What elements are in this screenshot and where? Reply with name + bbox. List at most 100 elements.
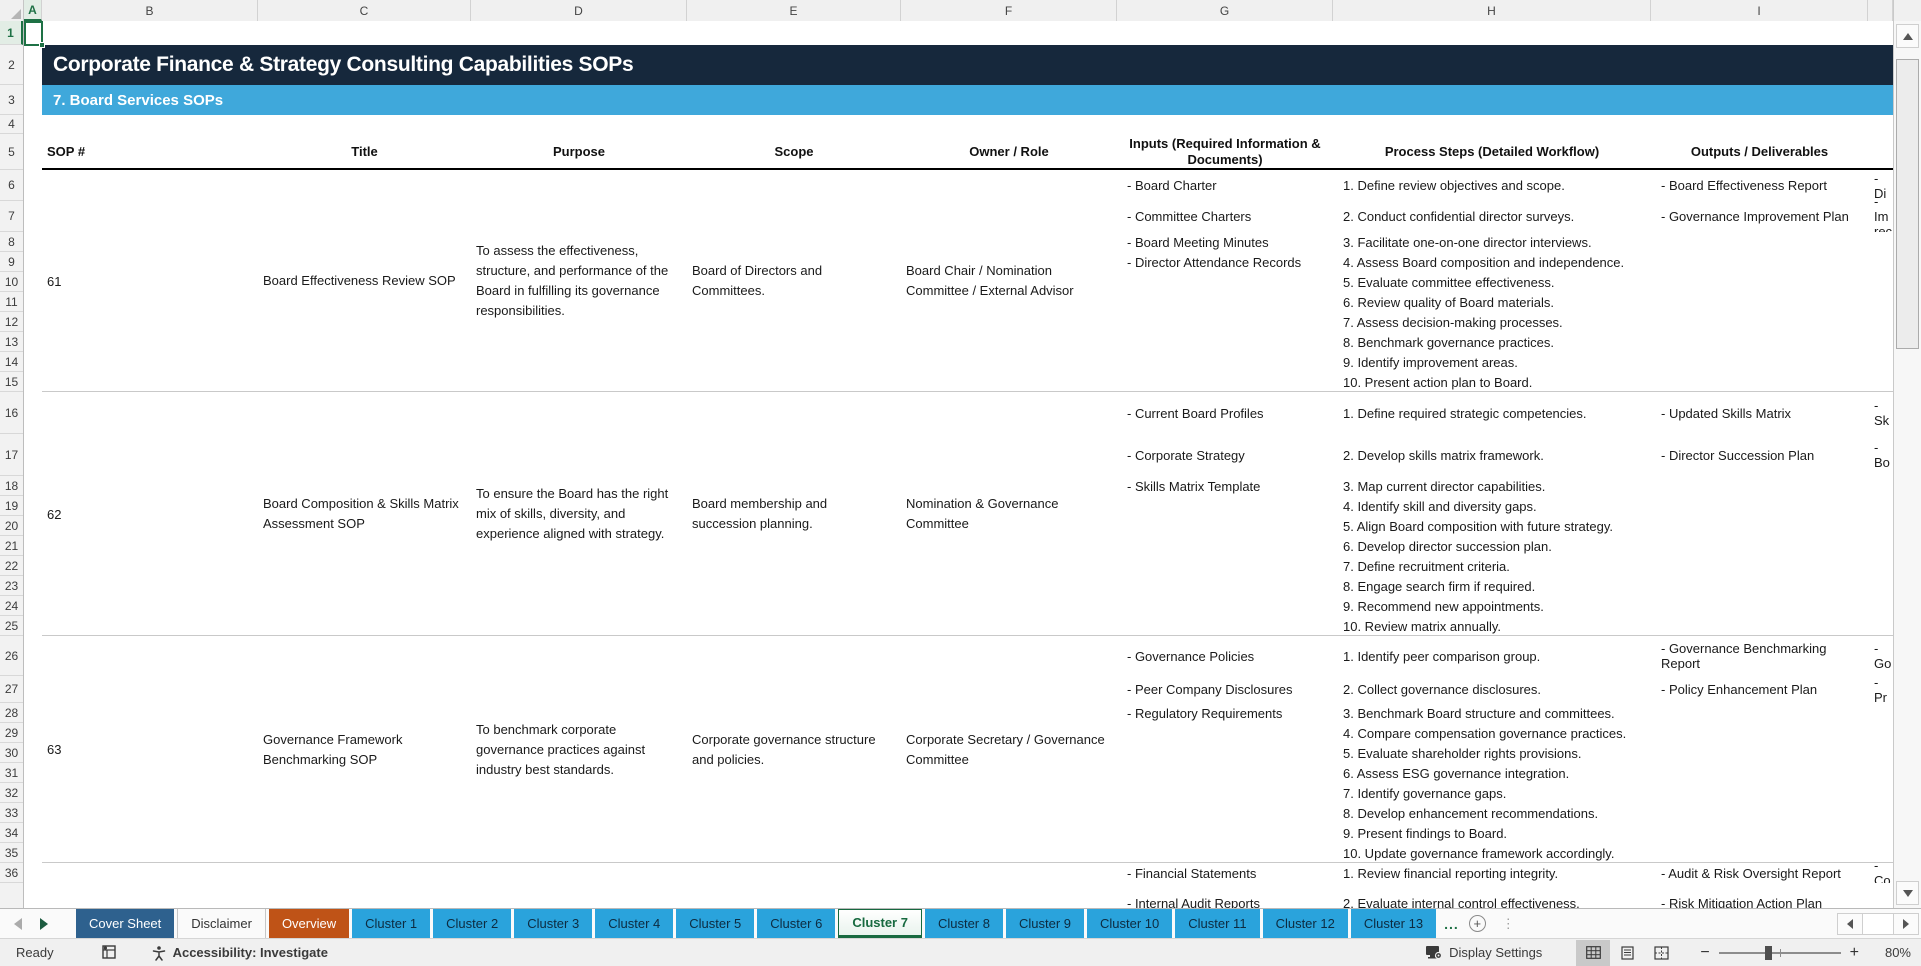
column-header-E[interactable]: E <box>687 0 901 21</box>
row-header-16[interactable]: 16 <box>0 392 23 434</box>
column-header-C[interactable]: C <box>258 0 471 21</box>
scroll-right-button[interactable] <box>1893 912 1919 935</box>
cell-title[interactable]: Board Effectiveness Review SOP <box>258 170 471 392</box>
row-header-23[interactable]: 23 <box>0 576 23 596</box>
cell-scope[interactable]: Corporate governance structure and polic… <box>687 636 901 863</box>
cell-scope[interactable] <box>687 863 901 908</box>
table-header-owner-role[interactable]: Owner / Role <box>969 144 1049 159</box>
cell-process-steps[interactable]: 1. Define required strategic competencie… <box>1333 392 1651 636</box>
cell-outputs[interactable]: - Audit & Risk Oversight Report - Risk Mi… <box>1651 863 1868 909</box>
new-sheet-button[interactable]: + <box>1468 915 1486 932</box>
row-header-4[interactable]: 4 <box>0 115 23 134</box>
row-header-36[interactable]: 36 <box>0 863 23 883</box>
zoom-slider[interactable] <box>1718 945 1841 960</box>
row-header-2[interactable]: 2 <box>0 45 23 85</box>
sheet-tab-cluster-12[interactable]: Cluster 12 <box>1262 909 1348 938</box>
cell-owner[interactable] <box>901 863 1117 908</box>
column-header-F[interactable]: F <box>901 0 1117 21</box>
sheet-tab-cluster-6[interactable]: Cluster 6 <box>757 909 836 938</box>
column-header-G[interactable]: G <box>1117 0 1333 21</box>
cell-process-steps[interactable]: 1. Review financial reporting integrity.… <box>1333 863 1651 909</box>
column-header-B[interactable]: B <box>42 0 258 21</box>
row-header-9[interactable]: 9 <box>0 252 23 272</box>
scroll-down-button[interactable] <box>1896 881 1919 905</box>
row-header-35[interactable]: 35 <box>0 843 23 863</box>
cell-purpose[interactable]: To ensure the Board has the right mix of… <box>471 392 687 636</box>
display-settings-button[interactable]: Display Settings <box>1425 945 1542 960</box>
sheet-tab-cluster-3[interactable]: Cluster 3 <box>514 909 593 938</box>
workbook-title-banner[interactable]: Corporate Finance & Strategy Consulting … <box>42 45 1893 85</box>
prev-sheet-arrow-icon[interactable] <box>14 917 22 930</box>
next-sheet-arrow-icon[interactable] <box>40 917 48 930</box>
row-header-27[interactable]: 27 <box>0 676 23 703</box>
row-header-24[interactable]: 24 <box>0 596 23 616</box>
accessibility-status[interactable]: Accessibility: Investigate <box>151 945 328 961</box>
horizontal-scrollbar[interactable] <box>1837 909 1921 938</box>
fill-handle[interactable] <box>39 42 45 48</box>
scroll-left-button[interactable] <box>1837 912 1863 935</box>
row-header-34[interactable]: 34 <box>0 823 23 843</box>
row-header-5[interactable]: 5 <box>0 134 23 170</box>
row-header-8[interactable]: 8 <box>0 232 23 252</box>
row-header-6[interactable]: 6 <box>0 170 23 201</box>
row-header-18[interactable]: 18 <box>0 476 23 496</box>
row-header-10[interactable]: 10 <box>0 272 23 292</box>
scroll-up-button[interactable] <box>1896 24 1919 48</box>
table-header-scope[interactable]: Scope <box>774 144 814 159</box>
row-header-13[interactable]: 13 <box>0 332 23 352</box>
sheet-tab-cluster-13[interactable]: Cluster 13 <box>1350 909 1437 938</box>
cell-process-steps[interactable]: 1. Identify peer comparison group. 2. Col… <box>1333 636 1651 863</box>
row-header-28[interactable]: 28 <box>0 703 23 723</box>
row-header-33[interactable]: 33 <box>0 803 23 823</box>
cell-title[interactable]: Governance Framework Benchmarking SOP <box>258 636 471 863</box>
cell-title[interactable] <box>258 863 471 908</box>
row-header-31[interactable]: 31 <box>0 763 23 783</box>
vertical-scrollbar[interactable] <box>1893 21 1921 908</box>
cell-inputs[interactable]: - Board Charter - Committee Charters - Boa… <box>1117 170 1333 392</box>
cell-clipped-column[interactable]: - Di - Im rec <box>1868 170 1893 392</box>
column-header-I[interactable]: I <box>1651 0 1868 21</box>
row-header-19[interactable]: 19 <box>0 496 23 516</box>
row-header-11[interactable]: 11 <box>0 292 23 312</box>
zoom-slider-handle[interactable] <box>1765 945 1773 960</box>
tab-scrollbar-splitter[interactable]: ⋮ <box>1501 915 1515 931</box>
column-header-clipped[interactable] <box>1868 0 1893 21</box>
sheet-tab-overview[interactable]: Overview <box>268 909 350 938</box>
select-all-corner[interactable] <box>0 0 24 21</box>
row-header-3[interactable]: 3 <box>0 85 23 115</box>
cell-scope[interactable]: Board of Directors and Committees. <box>687 170 901 392</box>
normal-view-button[interactable] <box>1576 939 1611 966</box>
cell-owner[interactable]: Board Chair / Nomination Committee / Ext… <box>901 170 1117 392</box>
sheet-tab-cluster-11[interactable]: Cluster 11 <box>1175 909 1260 938</box>
cell-title[interactable]: Board Composition & Skills Matrix Assess… <box>258 392 471 636</box>
cell-inputs[interactable]: - Current Board Profiles - Corporate Stra… <box>1117 392 1333 636</box>
horizontal-scroll-thumb[interactable] <box>1863 912 1893 935</box>
cell-purpose[interactable]: To assess the effectiveness, structure, … <box>471 170 687 392</box>
row-header-30[interactable]: 30 <box>0 743 23 763</box>
table-header-sop[interactable]: SOP # <box>47 144 86 159</box>
sheet-tab-cluster-1[interactable]: Cluster 1 <box>352 909 431 938</box>
table-header-inputs-required-information-documents[interactable]: Inputs (Required Information & Documents… <box>1129 136 1321 167</box>
cell-sop-number[interactable]: 61 <box>47 273 62 289</box>
cell-scope[interactable]: Board membership and succession planning… <box>687 392 901 636</box>
section-banner[interactable]: 7. Board Services SOPs <box>42 85 1893 115</box>
sheet-tab-cluster-7[interactable]: Cluster 7 <box>838 909 922 938</box>
worksheet-grid[interactable]: Corporate Finance & Strategy Consulting … <box>24 21 1893 908</box>
cell-purpose[interactable] <box>471 863 687 908</box>
cell-owner[interactable]: Corporate Secretary / Governance Committ… <box>901 636 1117 863</box>
table-header-purpose[interactable]: Purpose <box>552 144 605 159</box>
table-header-process-steps-detailed-workflow[interactable]: Process Steps (Detailed Workflow) <box>1384 144 1600 159</box>
sheet-tab-cover-sheet[interactable]: Cover Sheet <box>76 909 175 938</box>
row-4-empty[interactable] <box>24 115 1893 134</box>
column-header-H[interactable]: H <box>1333 0 1651 21</box>
row-header-21[interactable]: 21 <box>0 536 23 556</box>
cell-sop-number[interactable] <box>42 863 258 908</box>
zoom-out-button[interactable]: − <box>1700 943 1710 961</box>
sheet-tab-cluster-4[interactable]: Cluster 4 <box>595 909 674 938</box>
table-header-outputs-deliverables[interactable]: Outputs / Deliverables <box>1690 144 1829 159</box>
page-layout-view-button[interactable] <box>1610 940 1644 966</box>
row-header-14[interactable]: 14 <box>0 352 23 372</box>
cell-purpose[interactable]: To benchmark corporate governance practi… <box>471 636 687 863</box>
column-header-A[interactable]: A <box>24 0 42 21</box>
cell-inputs[interactable]: - Financial Statements - Internal Audit R… <box>1117 863 1333 909</box>
